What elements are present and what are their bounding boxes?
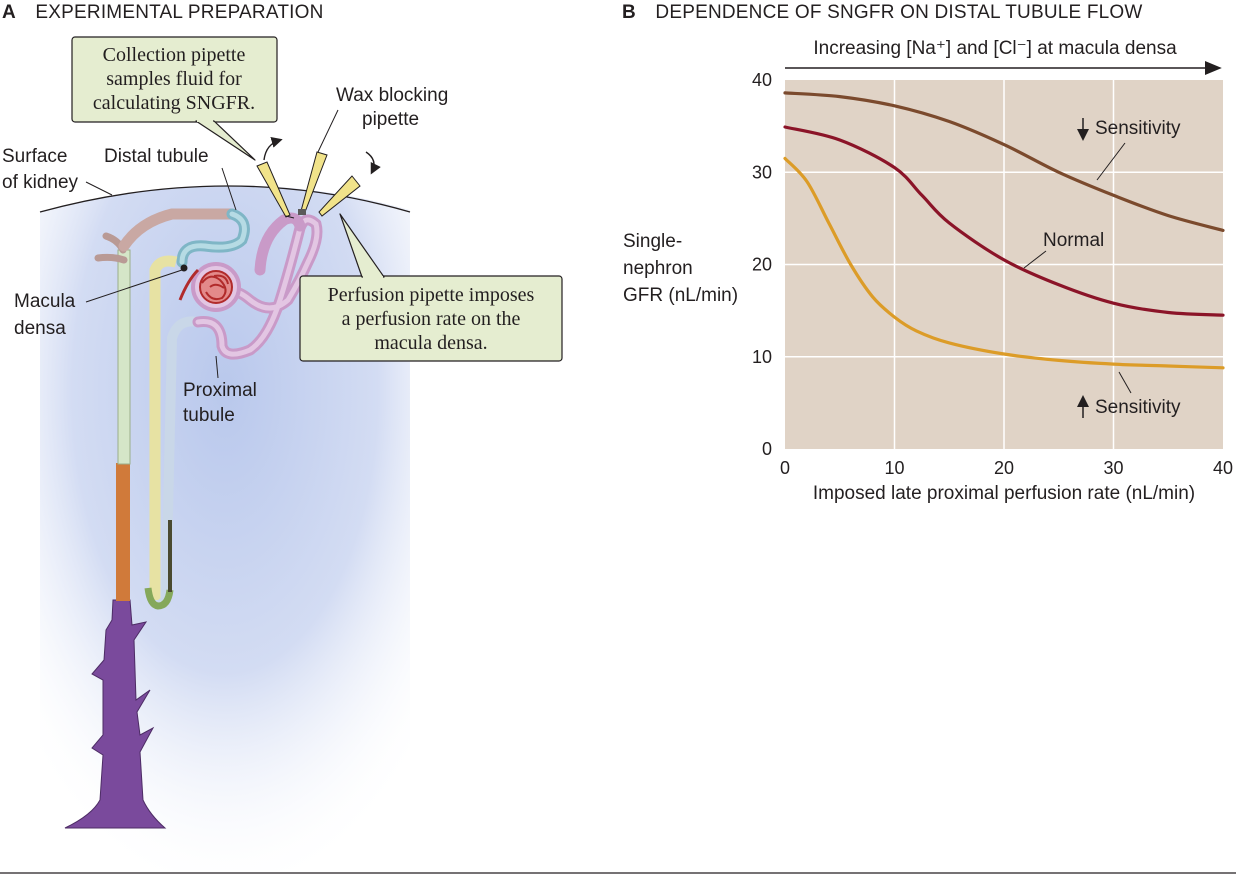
y-axis-label: Single- nephron GFR (nL/min) [623, 231, 738, 306]
panel-a-title-text: EXPERIMENTAL PREPARATION [35, 2, 323, 23]
distal-tubule-inner [179, 211, 247, 265]
label-distal-tubule: Distal tubule [104, 146, 209, 167]
panel-a: A EXPERIMENTAL PREPARATION [2, 2, 563, 870]
annotation-normal: Normal [1023, 230, 1104, 269]
y-tick-label-10: 10 [752, 347, 772, 367]
collecting-duct [64, 599, 167, 829]
panel-a-title: A EXPERIMENTAL PREPARATION [2, 2, 324, 23]
label-proximal-2: tubule [183, 405, 235, 426]
leader-distal [221, 167, 237, 211]
loop-ascending-limb [149, 255, 178, 600]
callout-perfusion-line-1: Perfusion pipette imposes [328, 284, 535, 306]
y-tick-label-0: 0 [762, 439, 772, 459]
loop-bend [144, 587, 174, 610]
y-tick-label-30: 30 [752, 162, 772, 182]
leader-increased [1118, 371, 1132, 394]
callout-collection-line-2: samples fluid for [106, 68, 242, 90]
y-tick-label-40: 40 [752, 70, 772, 90]
x-tick-label-10: 10 [884, 458, 904, 478]
leader-decreased [1096, 142, 1126, 181]
leader-surface [85, 181, 113, 196]
collection-flow-arrow [263, 136, 283, 161]
x-axis-label: Imposed late proximal perfusion rate (nL… [813, 483, 1195, 504]
annotation-decreased-sensitivity: Sensitivity [1077, 118, 1181, 181]
annotation-high-text: Sensitivity [1095, 397, 1181, 418]
panel-b-title: B DEPENDENCE OF SNGFR ON DISTAL TUBULE F… [622, 2, 1143, 23]
x-tick-label-20: 20 [994, 458, 1014, 478]
panel-b-title-text: DEPENDENCE OF SNGFR ON DISTAL TUBULE FLO… [655, 2, 1142, 23]
label-surface-2: of kidney [2, 172, 79, 193]
gridlines [785, 80, 1223, 449]
collection-pipette [256, 161, 295, 219]
series-increased-sensitivity [783, 156, 1225, 370]
proximal-convoluted-loop [254, 212, 306, 276]
leader-normal [1023, 250, 1047, 269]
label-wax-blocking-1: Wax blocking [336, 85, 448, 106]
connecting-tubule [118, 208, 238, 252]
label-surface-1: Surface [2, 146, 67, 167]
y-ticks: 0 10 20 30 40 [752, 70, 772, 459]
callout-collection-line-3: calculating SNGFR. [93, 92, 255, 114]
leader-wax [317, 109, 339, 153]
leader-macula [85, 269, 183, 303]
perfusion-pipette [318, 175, 361, 217]
proximal-tubule-inner [195, 217, 320, 357]
ylabel-line-3: GFR (nL/min) [623, 285, 738, 306]
x-tick-label-0: 0 [780, 458, 790, 478]
panel-a-letter: A [2, 2, 16, 23]
label-macula-2: densa [14, 318, 66, 339]
afferent-arteriole [178, 268, 200, 301]
top-arrow-label: Increasing [Na⁺] and [Cl⁻] at macula den… [813, 38, 1177, 59]
annotation-low-text: Sensitivity [1095, 118, 1181, 139]
duct-green-segment [117, 249, 131, 465]
macula-densa-cells [180, 264, 188, 272]
callout-collection-line-1: Collection pipette [103, 44, 246, 66]
label-macula-1: Macula [14, 291, 76, 312]
ylabel-line-1: Single- [623, 231, 682, 252]
series-lines [783, 91, 1225, 370]
callout-collection-pipette: Collection pipette samples fluid for cal… [71, 36, 278, 161]
callout-perfusion-line-2: a perfusion rate on the [342, 308, 521, 330]
panel-b-letter: B [622, 2, 636, 23]
callout-perfusion-line-3: macula densa. [374, 332, 487, 354]
x-ticks: 0 10 20 30 40 [780, 458, 1233, 478]
ylabel-line-2: nephron [623, 258, 693, 279]
wax-blocking-pipette [298, 151, 328, 215]
duct-orange-segment [116, 463, 130, 601]
annotation-increased-sensitivity: Sensitivity [1077, 371, 1181, 418]
series-normal [783, 125, 1225, 317]
annotation-normal-text: Normal [1043, 230, 1104, 251]
perfusion-flow-arrow [365, 151, 381, 175]
panel-b: B DEPENDENCE OF SNGFR ON DISTAL TUBULE F… [622, 2, 1233, 504]
callout-perfusion-pipette: Perfusion pipette imposes a perfusion ra… [299, 213, 563, 362]
x-tick-label-40: 40 [1213, 458, 1233, 478]
y-tick-label-20: 20 [752, 255, 772, 275]
glomerulus [191, 262, 241, 312]
leader-proximal [215, 355, 219, 379]
series-decreased-sensitivity [783, 91, 1225, 232]
label-proximal-1: Proximal [183, 380, 257, 401]
label-wax-blocking-2: pipette [362, 109, 419, 130]
x-tick-label-30: 30 [1103, 458, 1123, 478]
